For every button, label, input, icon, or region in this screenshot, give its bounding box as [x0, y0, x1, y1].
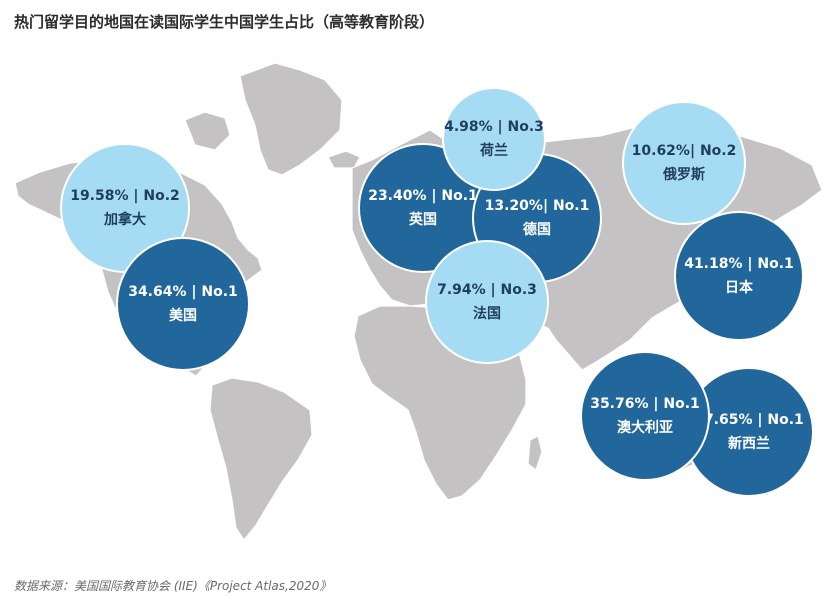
usa-stat: 34.64% | No.1: [128, 284, 238, 300]
data-source-note: 数据来源：美国国际教育协会 (IIE)《Project Atlas,2020》: [14, 579, 332, 593]
bubble-japan: 41.18% | No.1 日本: [674, 211, 804, 341]
arctic-islands-landmass: [184, 111, 231, 151]
bubble-france: 7.94% | No.3 法国: [425, 240, 549, 364]
japan-label: 日本: [725, 280, 753, 296]
japan-stat: 41.18% | No.1: [684, 256, 794, 272]
usa-label: 美国: [169, 308, 197, 324]
bubble-russia: 10.62%| No.2 俄罗斯: [622, 101, 746, 225]
germany-stat: 13.20%| No.1: [484, 198, 590, 214]
australia-label: 澳大利亚: [617, 420, 673, 436]
uk-label: 英国: [409, 212, 437, 228]
greenland-landmass: [239, 62, 343, 176]
france-stat: 7.94% | No.3: [437, 282, 537, 298]
madagascar-landmass: [527, 435, 543, 471]
canada-label: 加拿大: [104, 212, 146, 228]
new-zealand-stat: 37.65% | No.1: [694, 412, 804, 428]
canada-stat: 19.58% | No.2: [70, 188, 180, 204]
bubble-australia: 35.76% | No.1 澳大利亚: [580, 351, 710, 481]
netherlands-label: 荷兰: [480, 143, 508, 159]
new-zealand-label: 新西兰: [728, 436, 770, 452]
iceland-landmass: [327, 150, 361, 169]
chart-title: 热门留学目的地国在读国际学生中国学生占比（高等教育阶段）: [14, 13, 435, 31]
france-label: 法国: [473, 306, 501, 322]
bubble-usa: 34.64% | No.1 美国: [116, 237, 250, 371]
germany-label: 德国: [523, 222, 551, 238]
australia-stat: 35.76% | No.1: [590, 396, 700, 412]
south-america-landmass: [209, 377, 313, 541]
netherlands-stat: 4.98% | No.3: [444, 119, 544, 135]
uk-stat: 23.40% | No.1: [368, 188, 478, 204]
russia-stat: 10.62%| No.2: [631, 143, 737, 159]
bubble-netherlands: 4.98% | No.3 荷兰: [442, 87, 546, 191]
russia-label: 俄罗斯: [663, 167, 705, 183]
